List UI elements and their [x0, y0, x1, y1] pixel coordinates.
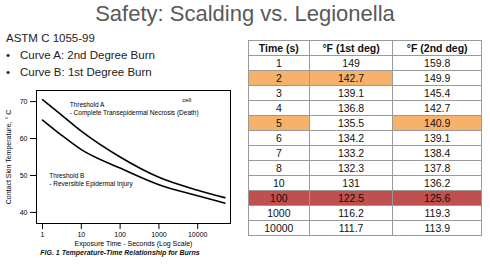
html-text:132.3: 132.3	[337, 162, 365, 174]
html-text:°F (2nd deg): °F (2nd deg)	[406, 42, 468, 54]
html-text:116.2: 116.2	[338, 207, 364, 219]
html-text:1: 1	[275, 57, 282, 69]
html-text:7: 7	[275, 147, 282, 159]
html-text:136.8: 136.8	[337, 102, 365, 114]
html-text:5: 5	[275, 117, 282, 129]
svg-text:1: 1	[41, 231, 45, 238]
html-text:10: 10	[273, 177, 285, 189]
html-text:145.4: 145.4	[424, 87, 451, 99]
html-text:142.7: 142.7	[424, 102, 451, 114]
svg-text:70: 70	[20, 98, 28, 105]
svg-text:10: 10	[77, 231, 85, 238]
html-text:138.4: 138.4	[424, 147, 451, 159]
html-text:149: 149	[342, 57, 360, 69]
html-text:140.9: 140.9	[424, 117, 451, 129]
svg-text:Exposure Time - Seconds (Log S: Exposure Time - Seconds (Log Scale)	[75, 240, 193, 248]
html-text:°F (1st deg): °F (1st deg)	[322, 42, 380, 54]
html-text:Safety: Scalding vs. Legionell: Safety: Scalding vs. Legionella	[95, 1, 395, 26]
html-text:Time (s): Time (s)	[258, 42, 299, 54]
html-text:122.5: 122.5	[337, 192, 365, 204]
svg-text:1000: 1000	[151, 231, 167, 238]
html-text:1000: 1000	[267, 207, 291, 219]
html-text:135.5: 135.5	[337, 117, 365, 129]
html-text:2: 2	[275, 72, 282, 84]
html-text:ASTM C 1055-99: ASTM C 1055-99	[6, 32, 95, 44]
html-text:142.7: 142.7	[337, 72, 365, 84]
html-text:111.7: 111.7	[338, 222, 364, 234]
html-text:159.8: 159.8	[424, 57, 451, 69]
html-text:100: 100	[270, 192, 288, 204]
html-text:4: 4	[275, 102, 282, 114]
html-text:113.9: 113.9	[424, 222, 450, 234]
svg-text:10000: 10000	[188, 231, 208, 238]
svg-text:- Reversible Epidermal Injury: - Reversible Epidermal Injury	[49, 180, 133, 188]
html-text:6: 6	[275, 132, 282, 144]
html-text:Curve A: 2nd Degree Burn: Curve A: 2nd Degree Burn	[20, 49, 155, 61]
svg-text:100: 100	[114, 231, 126, 238]
svg-text:Threshold B: Threshold B	[49, 172, 84, 179]
html-text:125.6: 125.6	[424, 192, 451, 204]
svg-text:Threshold A: Threshold A	[70, 101, 105, 108]
svg-text:Contact Skin Temperature, ° C: Contact Skin Temperature, ° C	[5, 110, 13, 205]
svg-text:40: 40	[20, 209, 28, 216]
svg-text:50: 50	[20, 172, 28, 179]
html-text:Curve B: 1st Degree Burn: Curve B: 1st Degree Burn	[20, 66, 152, 78]
svg-text:60: 60	[20, 135, 28, 142]
html-text:119.3: 119.3	[424, 207, 450, 219]
html-text:10000: 10000	[264, 222, 294, 234]
html-text:139.1: 139.1	[424, 132, 451, 144]
html-text:137.8: 137.8	[424, 162, 451, 174]
html-text:139.1: 139.1	[337, 87, 365, 99]
html-text:3: 3	[275, 87, 282, 99]
html-text:FIG. 1 Temperature-Time Relati: FIG. 1 Temperature-Time Relationship for…	[40, 249, 200, 256]
html-text:149.9: 149.9	[424, 72, 451, 84]
html-text:136.2: 136.2	[424, 177, 451, 189]
html-text:8: 8	[275, 162, 282, 174]
html-text:133.2: 133.2	[337, 147, 365, 159]
svg-text:cell: cell	[182, 97, 191, 103]
html-text:134.2: 134.2	[337, 132, 365, 144]
html-text:131: 131	[342, 177, 360, 189]
svg-text:- Complete Transepidermal Necr: - Complete Transepidermal Necrosis (Deat…	[70, 109, 199, 117]
